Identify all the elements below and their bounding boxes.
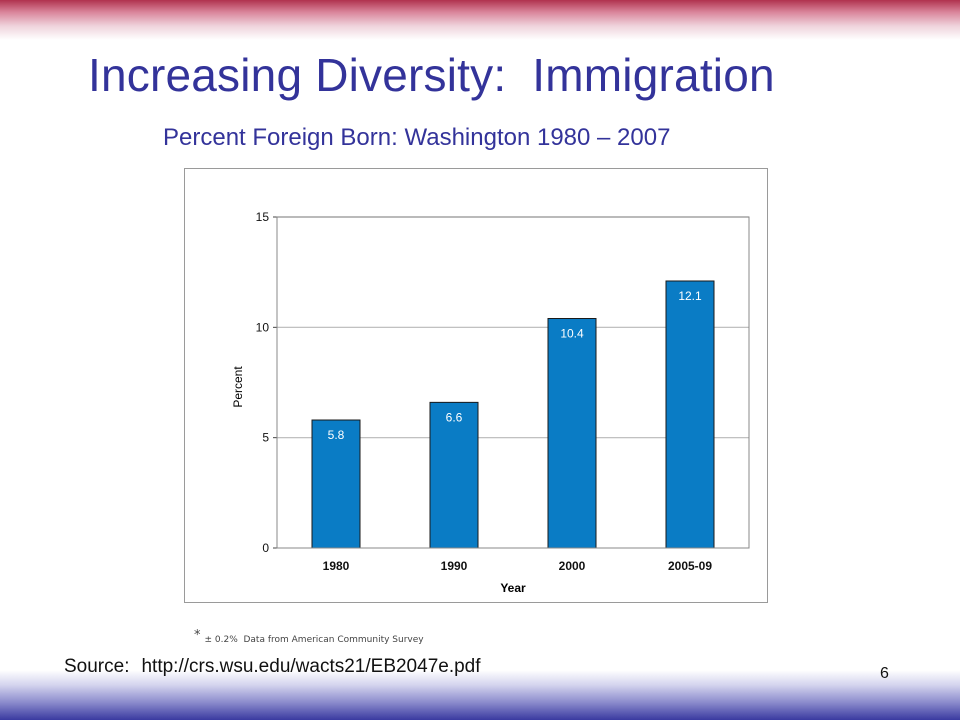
plot-area-border (276, 216, 750, 549)
bar-2000 (547, 318, 597, 549)
data-labels: 5.8 6.6 10.4 12.1 (328, 289, 702, 442)
source-line: Source: http://crs.wsu.edu/wacts21/EB2047… (64, 656, 481, 678)
bar-chart: 5.8 6.6 10.4 12.1 0 5 10 15 1980 1990 2000 2005-09… (231, 210, 750, 595)
y-tick-label: 0 (262, 541, 269, 555)
x-tick-label: 1990 (441, 559, 468, 573)
chart-frame: 5.8 6.6 10.4 12.1 0 5 10 15 1980 1990 2000 2005-09… (184, 168, 768, 603)
footnote-asterisk: * (194, 628, 201, 643)
y-tick-label: 10 (256, 320, 270, 334)
x-tick-label: 2000 (559, 559, 586, 573)
top-decorative-band (0, 0, 960, 40)
chart-subtitle: Percent Foreign Born: Washington 1980 – … (163, 124, 671, 151)
x-axis-label: Year (500, 581, 526, 595)
y-tick-label: 15 (256, 210, 270, 224)
x-tick-label: 2005-09 (668, 559, 712, 573)
bars (311, 280, 715, 549)
footnote-text: ± 0.2% Data from American Community Surv… (204, 635, 424, 645)
bottom-decorative-band (0, 670, 960, 720)
bar-2005-09 (665, 280, 715, 549)
axes: 0 5 10 15 1980 1990 2000 2005-09 (256, 210, 750, 573)
slide-title: Increasing Diversity: Immigration (88, 49, 775, 101)
data-label: 6.6 (446, 410, 463, 424)
data-label: 12.1 (678, 289, 702, 303)
source-url[interactable]: http://crs.wsu.edu/wacts21/EB2047e.pdf (141, 656, 481, 677)
y-tick-label: 5 (262, 431, 269, 445)
data-label: 5.8 (328, 428, 345, 442)
source-label: Source: (64, 656, 130, 677)
bar-1990 (429, 401, 479, 549)
x-tick-label: 1980 (323, 559, 350, 573)
data-label: 10.4 (560, 327, 584, 341)
slide-number: 6 (880, 665, 889, 682)
y-axis-label: Percent (231, 366, 245, 408)
footnote: * ± 0.2% Data from American Community Sur… (194, 628, 424, 645)
